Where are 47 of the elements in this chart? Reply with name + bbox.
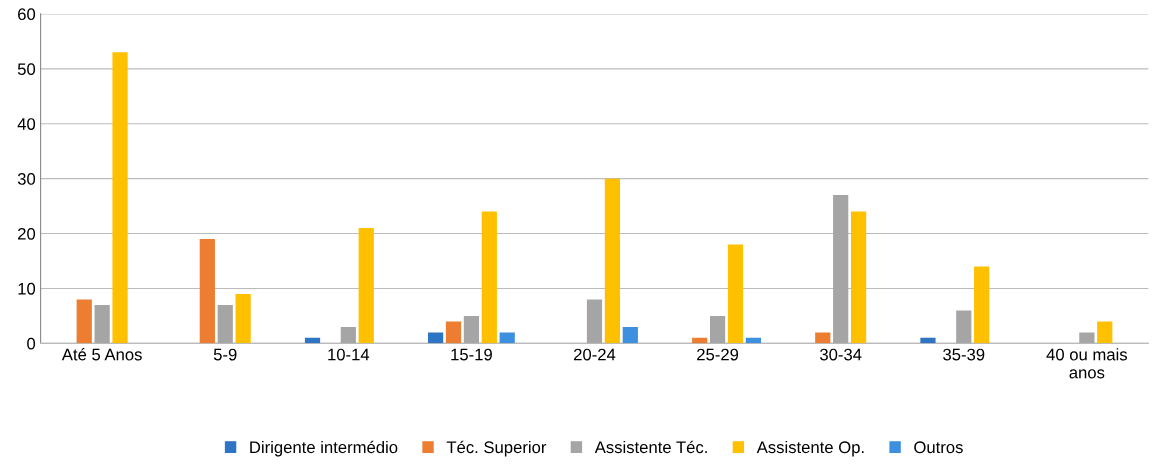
bar xyxy=(358,228,374,344)
bar xyxy=(217,304,233,344)
legend-label: Téc. Superior xyxy=(446,440,547,457)
bar xyxy=(1079,332,1095,344)
x-tick-label: 5-9 xyxy=(213,348,237,361)
x-tick-label: 10-14 xyxy=(328,348,370,361)
y-tick-label: 10 xyxy=(18,282,36,295)
x-tick-label: Até 5 Anos xyxy=(61,348,142,361)
bar xyxy=(445,321,462,344)
x-tick-label: 30-34 xyxy=(820,348,862,361)
bar xyxy=(94,304,110,344)
bar xyxy=(727,244,744,344)
y-tick-label: 20 xyxy=(18,227,36,240)
bar xyxy=(815,332,831,344)
bar xyxy=(481,211,497,344)
y-tick-label: 50 xyxy=(17,63,36,76)
bar xyxy=(76,299,92,344)
x-tick-label: 25-29 xyxy=(697,348,739,361)
legend-label: Assistente Op. xyxy=(756,440,864,457)
bar xyxy=(235,293,251,344)
legend-label: Dirigente intermédio xyxy=(250,440,398,457)
bar xyxy=(1097,321,1113,344)
x-tick-label: 40 ou mais anos xyxy=(1046,348,1128,379)
bar xyxy=(709,315,726,344)
bar xyxy=(463,315,480,344)
legend-label: Outros xyxy=(914,441,963,454)
y-tick-label: 0 xyxy=(27,337,36,350)
bar xyxy=(850,211,867,344)
bar xyxy=(622,326,638,344)
bar xyxy=(427,332,444,344)
y-tick-label: 60 xyxy=(18,8,36,21)
bar xyxy=(956,310,972,344)
x-tick-label: 15-19 xyxy=(451,348,492,361)
bar xyxy=(920,337,936,344)
legend-label: Assistente Téc. xyxy=(594,440,707,454)
y-tick-label: 30 xyxy=(17,173,36,185)
bar xyxy=(340,326,356,344)
bar xyxy=(604,178,621,344)
bar xyxy=(199,239,215,344)
x-tick-label: 35-39 xyxy=(943,348,985,361)
bar xyxy=(586,299,603,344)
bar xyxy=(974,266,990,344)
bar xyxy=(499,332,515,344)
x-tick-label: 20-24 xyxy=(574,348,616,361)
y-tick-label: 40 xyxy=(17,118,36,130)
bar xyxy=(833,195,849,344)
bar xyxy=(112,52,128,344)
